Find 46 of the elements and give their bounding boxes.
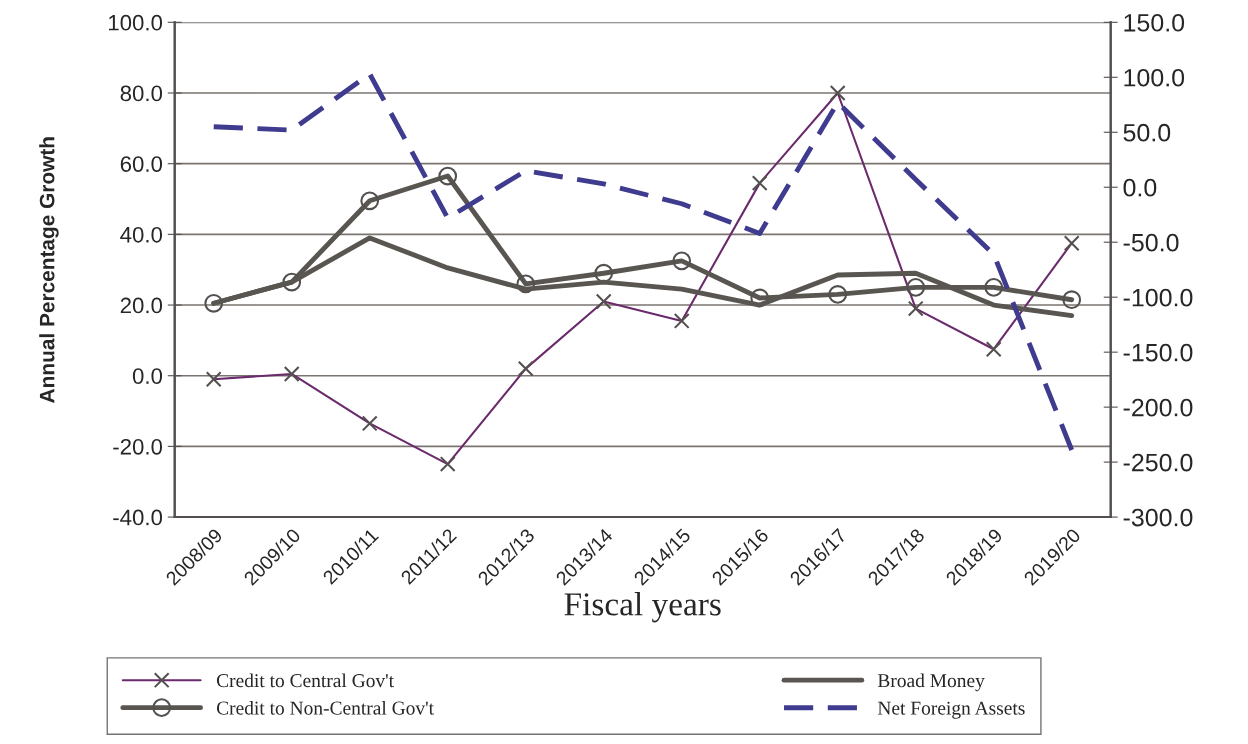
y2-tick-label: -150.0 [1123,343,1193,362]
point [985,341,1002,358]
y2-tick-label: -50.0 [1123,233,1179,252]
point [751,175,768,192]
point [907,300,924,317]
y2-tick-label: -300.0 [1123,508,1193,527]
point [906,278,926,297]
point [1063,235,1080,252]
point [204,293,224,313]
y2-tick-label: -200.0 [1123,398,1193,417]
y-tick-label: -20.0 [113,438,163,455]
point [517,360,534,377]
y2-tick-label: -250.0 [1123,453,1193,472]
point [984,278,1004,297]
y-tick-label: 80.0 [120,85,163,102]
x-axis-title: Fiscal years [564,592,721,623]
y2-tick-label: 50.0 [1123,123,1171,142]
point [438,166,458,186]
y2-tick-label: -100.0 [1123,288,1193,307]
y2-tick-label: 0.0 [1123,178,1157,197]
legend-label: Broad Money [877,673,985,692]
point [283,365,300,382]
point [360,191,380,211]
point [439,456,456,473]
point [672,251,692,271]
y-tick-label: 0.0 [132,368,163,384]
point [205,371,222,388]
point [516,274,536,294]
legend-label: Credit to Central Gov't [216,673,394,688]
y-tick-label: 100.0 [109,14,163,31]
y-tick-label: 40.0 [120,226,163,243]
point [282,272,302,292]
y-axis-title: Annual Percentage Growth [39,137,59,403]
point [595,293,612,310]
y2-tick-label: 150.0 [1124,13,1185,32]
legend-label: Credit to Non-Central Gov't [216,700,434,715]
point [1062,290,1082,310]
y2-tick-label: 100.0 [1124,68,1185,87]
legend-label: Net Foreign Assets [877,701,1025,719]
y-tick-label: 60.0 [120,156,163,172]
point [673,312,690,329]
y-tick-label: -40.0 [113,509,163,526]
point [829,85,846,101]
y-tick-label: 20.0 [120,297,163,314]
point [828,285,848,304]
point [361,415,378,432]
